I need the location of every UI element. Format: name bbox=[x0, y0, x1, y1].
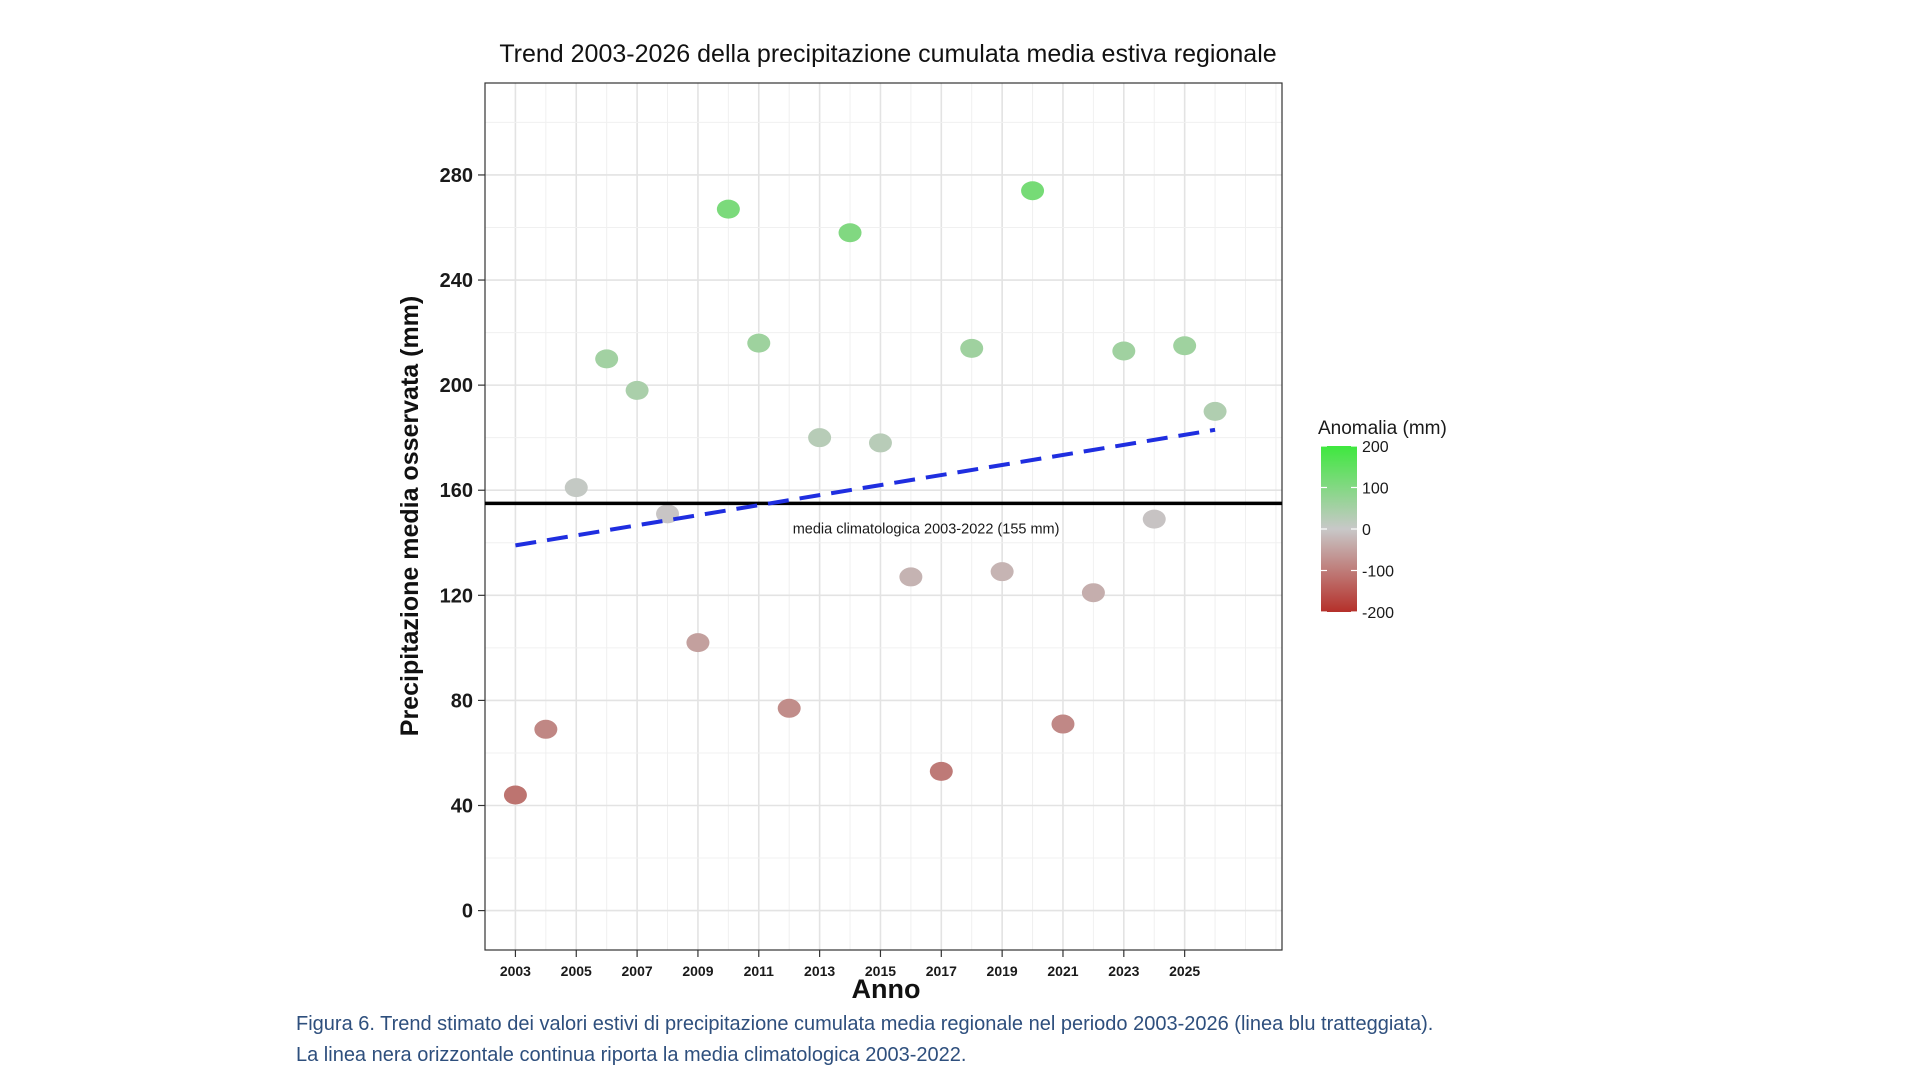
y-tick-label: 280 bbox=[440, 165, 473, 187]
x-tick-label: 2009 bbox=[682, 963, 713, 979]
data-point bbox=[1112, 341, 1136, 361]
data-point bbox=[808, 428, 832, 448]
data-point bbox=[1173, 336, 1197, 356]
caption-line-2: La linea nera orizzontale continua ripor… bbox=[296, 1044, 967, 1066]
legend-ticks: 200 100 0 -100 -200 bbox=[1321, 439, 1394, 622]
plot-frame bbox=[484, 82, 1283, 951]
data-point bbox=[777, 698, 801, 718]
y-tick-label: 200 bbox=[440, 375, 473, 397]
data-points bbox=[503, 181, 1227, 805]
data-point bbox=[990, 562, 1014, 582]
legend-tick-label: -100 bbox=[1362, 564, 1394, 581]
trend-line bbox=[515, 427, 1216, 548]
x-tick-label: 2003 bbox=[500, 963, 531, 979]
figure-caption: Figura 6. Trend stimato dei valori estiv… bbox=[296, 1009, 1796, 1071]
x-tick-label: 2013 bbox=[804, 963, 835, 979]
y-tick-label: 80 bbox=[451, 690, 473, 712]
data-point bbox=[1081, 583, 1105, 603]
x-tick-label: 2005 bbox=[561, 963, 592, 979]
x-axis: 2003 2005 2007 2009 2011 2013 2015 2017 2019 2021… bbox=[500, 950, 1200, 979]
data-point bbox=[747, 333, 771, 353]
data-point bbox=[625, 380, 649, 400]
data-point bbox=[1021, 181, 1045, 201]
data-point bbox=[534, 719, 558, 739]
legend-tick-label: -200 bbox=[1362, 605, 1394, 622]
data-point bbox=[1142, 509, 1166, 529]
data-point bbox=[1203, 401, 1227, 421]
x-axis-title: Anno bbox=[852, 974, 921, 1000]
y-tick-label: 0 bbox=[462, 901, 473, 923]
legend: Anomalia (mm) 200 100 0 -100 -200 bbox=[1318, 418, 1447, 622]
chart-title: Trend 2003-2026 della precipitazione cum… bbox=[499, 40, 1277, 68]
x-tick-label: 2025 bbox=[1169, 963, 1200, 979]
scatter-chart: 0 40 80 120 160 200 240 280 2003 2005 2007 2009 201… bbox=[396, 82, 1447, 1000]
grid bbox=[485, 83, 1282, 950]
x-tick-label: 2017 bbox=[926, 963, 957, 979]
x-tick-label: 2007 bbox=[622, 963, 653, 979]
data-point bbox=[595, 349, 619, 369]
data-point bbox=[868, 433, 892, 453]
caption-line-1: Figura 6. Trend stimato dei valori estiv… bbox=[296, 1013, 1434, 1035]
legend-title: Anomalia (mm) bbox=[1318, 418, 1447, 439]
y-tick-label: 240 bbox=[440, 270, 473, 292]
data-point bbox=[1051, 714, 1075, 734]
data-point bbox=[929, 761, 953, 781]
y-tick-label: 40 bbox=[451, 796, 473, 818]
x-tick-label: 2019 bbox=[987, 963, 1018, 979]
y-tick-label: 160 bbox=[440, 480, 473, 502]
data-point bbox=[564, 478, 588, 498]
data-point bbox=[503, 785, 527, 805]
y-axis: 0 40 80 120 160 200 240 280 bbox=[440, 165, 485, 923]
data-point bbox=[960, 338, 984, 358]
y-tick-label: 120 bbox=[440, 585, 473, 607]
x-tick-label: 2011 bbox=[744, 963, 775, 979]
reference-line-group: media climatologica 2003-2022 (155 mm) bbox=[485, 501, 1282, 537]
legend-tick-label: 100 bbox=[1362, 481, 1389, 498]
data-point bbox=[716, 199, 740, 219]
legend-tick-label: 0 bbox=[1362, 522, 1371, 539]
climatological-mean-label: media climatologica 2003-2022 (155 mm) bbox=[793, 521, 1060, 537]
data-point bbox=[838, 223, 862, 243]
x-tick-label: 2015 bbox=[865, 963, 896, 979]
x-tick-label: 2023 bbox=[1108, 963, 1139, 979]
data-point bbox=[899, 567, 923, 587]
x-tick-label: 2021 bbox=[1047, 963, 1078, 979]
y-axis-title: Precipitazione media osservata (mm) bbox=[396, 296, 424, 736]
legend-tick-label: 200 bbox=[1362, 439, 1389, 456]
data-point bbox=[686, 633, 710, 653]
